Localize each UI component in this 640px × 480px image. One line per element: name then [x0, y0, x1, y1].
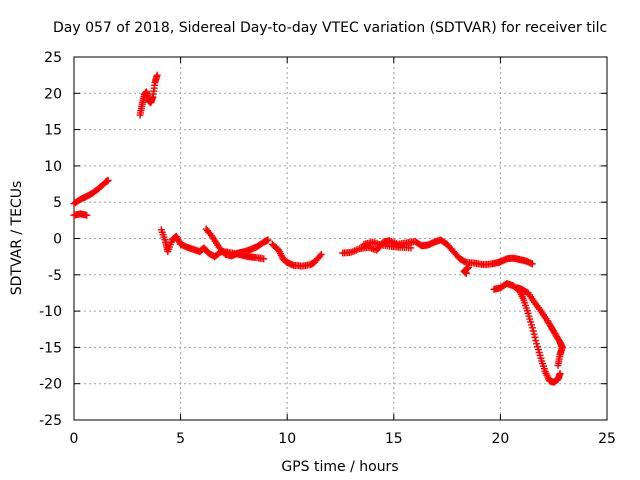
y-axis-label: SDTVAR / TECUs	[9, 181, 25, 296]
series-seg-drop-b	[460, 264, 472, 277]
y-tick-label: 10	[44, 159, 62, 175]
x-axis-label: GPS time / hours	[281, 459, 398, 475]
chart-title: Day 057 of 2018, Sidereal Day-to-day VTE…	[53, 20, 607, 36]
data-point	[264, 236, 272, 244]
data-point	[260, 255, 268, 263]
series-seg-mid-e	[360, 238, 415, 252]
axis-ticks: 0 5 10 15 20 25 -25 -20 -15 -10 -5 0 5 10 15 20 25	[39, 50, 616, 447]
series-seg-early-low	[70, 210, 91, 219]
data-point	[528, 324, 536, 332]
data-point	[153, 71, 161, 79]
data-point	[462, 269, 470, 277]
series-seg-drop-a	[437, 236, 536, 269]
data-point	[554, 362, 562, 370]
x-tick-label: 15	[385, 431, 403, 447]
series-seg-mid-a	[157, 226, 268, 263]
series-seg-mid-c	[268, 240, 325, 270]
data-point	[207, 231, 215, 239]
data-point	[316, 252, 324, 260]
series-seg-mid-b	[202, 225, 272, 260]
data-point	[104, 176, 112, 184]
y-tick-label: -25	[39, 413, 62, 429]
grid-lines	[74, 57, 607, 420]
series-seg-drop-d	[513, 284, 566, 370]
data-point	[556, 370, 564, 378]
data-point	[532, 337, 540, 345]
y-tick-label: 20	[44, 86, 62, 102]
data-point	[528, 260, 536, 268]
y-tick-label: 15	[44, 123, 62, 139]
y-tick-label: -15	[39, 340, 62, 356]
data-point	[317, 250, 325, 258]
data-point	[529, 327, 537, 335]
y-tick-label: -5	[48, 268, 62, 284]
x-tick-label: 25	[598, 431, 616, 447]
y-tick-label: 0	[53, 232, 62, 248]
x-tick-label: 5	[176, 431, 185, 447]
series-seg-drop-c	[490, 280, 564, 386]
y-tick-label: 5	[53, 195, 62, 211]
series-seg-early-rise	[70, 176, 112, 208]
y-tick-label: -20	[39, 377, 62, 393]
x-tick-label: 20	[491, 431, 509, 447]
x-tick-label: 10	[278, 431, 296, 447]
data-points	[70, 71, 566, 386]
data-point	[83, 211, 91, 219]
data-point	[407, 244, 415, 252]
data-point	[530, 330, 538, 338]
data-point	[531, 333, 539, 341]
y-tick-label: 25	[44, 50, 62, 66]
series-seg-high	[136, 71, 161, 119]
plot-frame	[73, 56, 608, 421]
x-tick-label: 0	[70, 431, 79, 447]
y-tick-label: -10	[39, 304, 62, 320]
